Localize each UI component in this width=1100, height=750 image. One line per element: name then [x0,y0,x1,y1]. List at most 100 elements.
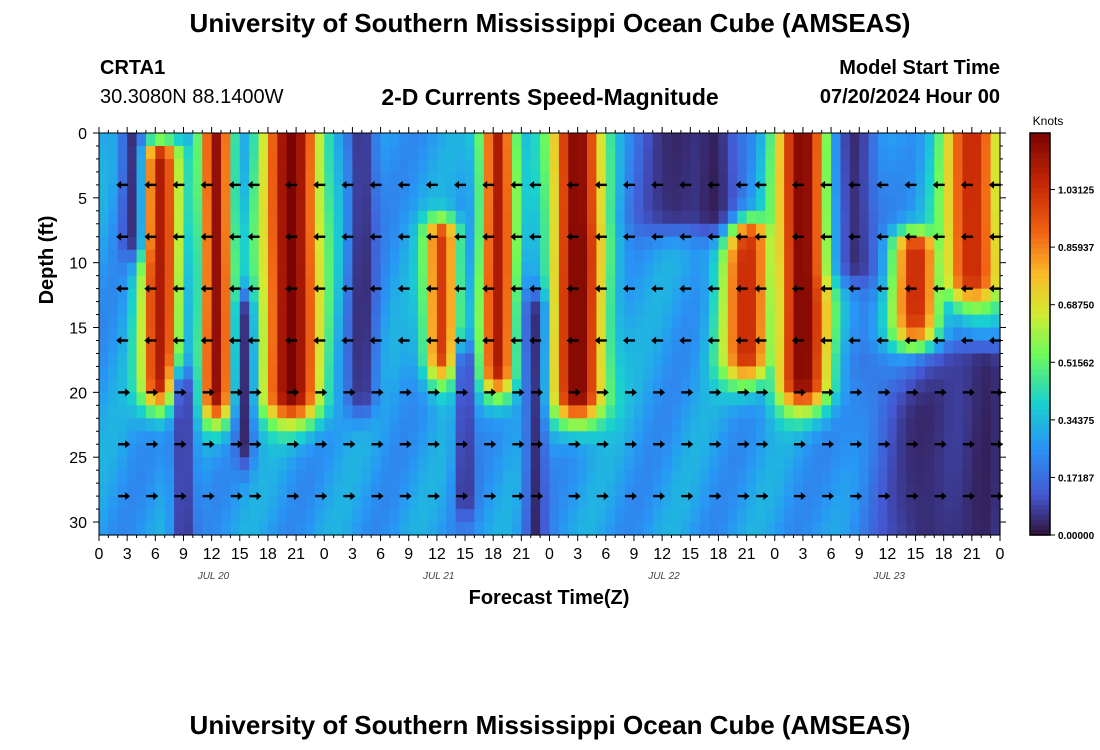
x-tick-label: 0 [770,546,779,563]
heatmap-cell [765,444,776,458]
heatmap-cell [314,327,325,342]
heatmap-cell [455,431,466,445]
heatmap-cell [230,249,241,264]
heatmap-cell [887,340,898,355]
heatmap-cell [990,314,1001,329]
heatmap-cell [605,262,616,277]
heatmap-cell [465,223,476,238]
heatmap-cell [145,496,156,510]
heatmap-cell [821,275,832,290]
heatmap-cell [859,288,870,303]
heatmap-cell [624,392,635,406]
heatmap-cell [399,184,410,199]
heatmap-cell [934,249,945,264]
heatmap-cell [314,249,325,264]
heatmap-cell [305,171,316,186]
heatmap-cell [117,288,128,303]
heatmap-cell [127,470,138,484]
heatmap-cell [436,431,447,445]
heatmap-cell [643,262,654,277]
heatmap-cell [690,522,701,536]
heatmap-cell [145,288,156,303]
colorbar-swatch [1030,243,1050,250]
heatmap-cell [258,262,269,277]
heatmap-cell [633,496,644,510]
heatmap-cell [718,171,729,186]
heatmap-cell [784,314,795,329]
heatmap-cell [333,405,344,419]
heatmap-cell [812,457,823,471]
heatmap-cell [709,197,720,212]
x-tick-label: 18 [484,546,502,563]
heatmap-cell [155,301,166,316]
heatmap-cell [587,431,598,445]
heatmap-cell [802,444,813,458]
heatmap-cell [549,483,560,497]
heatmap-cell [99,509,109,523]
heatmap-cell [690,379,701,393]
heatmap-cell [127,379,138,393]
heatmap-cell [709,431,720,445]
heatmap-cell [136,379,147,393]
heatmap-cell [399,262,410,277]
current-arrow [735,284,748,293]
heatmap-cell [117,327,128,342]
heatmap-cell [896,379,907,393]
heatmap-cell [699,405,710,419]
heatmap-cell [755,197,766,212]
heatmap-cell [221,223,231,238]
heatmap-cell [802,379,813,393]
heatmap-cell [399,133,410,147]
heatmap-cell [389,392,400,406]
heatmap-cell [418,327,429,342]
heatmap-cell [249,145,260,160]
heatmap-cell [418,470,429,484]
heatmap-cell [380,496,391,510]
heatmap-cell [174,405,185,419]
heatmap-cell [511,483,522,497]
heatmap-cell [652,236,663,251]
heatmap-cell [558,379,569,393]
heatmap-cell [155,509,166,523]
heatmap-cell [108,301,119,316]
heatmap-cell [164,275,175,290]
heatmap-cell [680,314,691,329]
heatmap-cell [831,236,842,251]
heatmap-cell [981,496,992,510]
heatmap-cell [746,496,757,510]
heatmap-cell [981,262,992,277]
heatmap-cell [990,483,1001,497]
heatmap-cell [455,133,466,147]
heatmap-cell [896,444,907,458]
heatmap-cell [230,197,241,212]
heatmap-cell [840,133,851,147]
heatmap-cell [474,418,485,432]
heatmap-cell [784,353,795,368]
heatmap-cell [671,236,682,251]
heatmap-cell [286,353,297,368]
heatmap-cell [164,158,175,173]
colorbar-swatch [1030,509,1050,516]
heatmap-cell [709,444,720,458]
heatmap-cell [333,392,344,406]
heatmap-cell [774,457,785,471]
heatmap-cell [887,249,898,264]
heatmap-cell [868,366,879,380]
heatmap-cell [164,418,175,432]
heatmap-cell [793,145,804,160]
heatmap-cell [221,314,231,329]
heatmap-cell [267,496,278,510]
colorbar-swatch [1030,499,1050,506]
heatmap-cell [971,366,982,380]
heatmap-cell [690,288,701,303]
heatmap-cell [418,366,429,380]
heatmap-cell [605,405,616,419]
heatmap-cell [915,171,926,186]
heatmap-cell [896,197,907,212]
heatmap-cell [483,496,494,510]
heatmap-cell [671,262,682,277]
heatmap-cell [127,418,138,432]
heatmap-cell [427,457,438,471]
heatmap-cell [483,184,494,199]
heatmap-cell [877,366,888,380]
